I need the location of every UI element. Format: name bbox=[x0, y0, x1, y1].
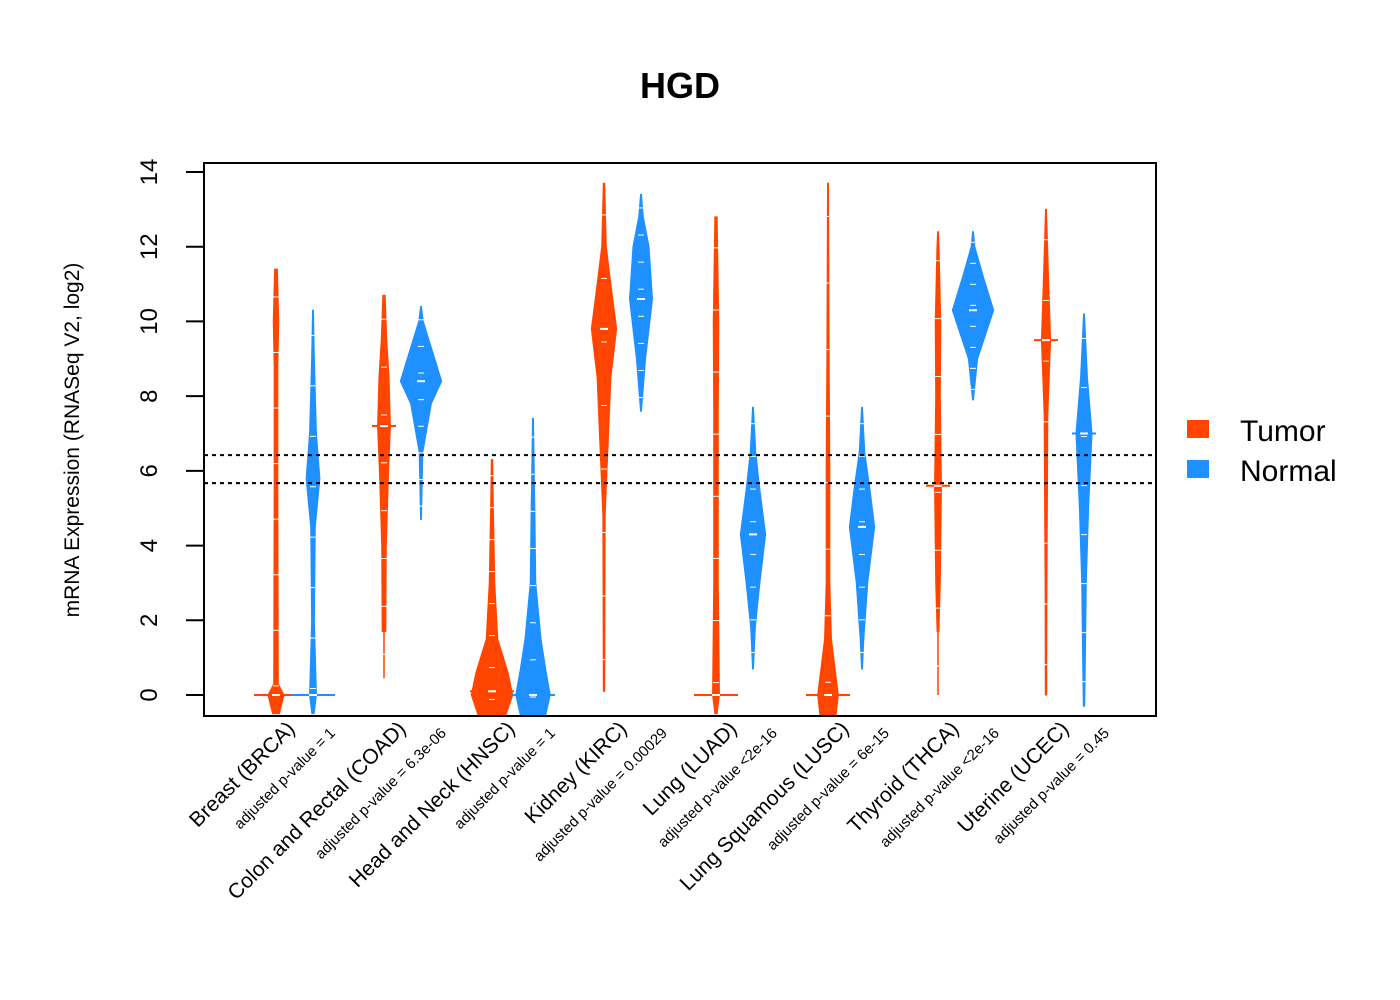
violin-body bbox=[712, 216, 720, 715]
violin-body bbox=[951, 231, 995, 401]
violin-normal-2 bbox=[511, 418, 555, 716]
violin-tumor-5 bbox=[806, 182, 850, 716]
y-tick-label: 6 bbox=[136, 464, 163, 477]
violin-body bbox=[590, 182, 618, 692]
violin-tumor-6 bbox=[926, 231, 950, 695]
y-tick-label: 4 bbox=[136, 539, 163, 552]
violin-tumor-2 bbox=[470, 459, 514, 716]
violin-tumor-3 bbox=[590, 182, 618, 692]
violin-body bbox=[848, 406, 876, 670]
violin-normal-0 bbox=[291, 309, 335, 715]
violin-body bbox=[267, 268, 285, 715]
legend-label-tumor: Tumor bbox=[1240, 415, 1326, 448]
y-tick-label: 10 bbox=[136, 308, 163, 335]
legend-swatch-tumor bbox=[1187, 420, 1209, 438]
violin-body bbox=[1075, 313, 1093, 707]
legend-label-normal: Normal bbox=[1240, 455, 1337, 488]
y-tick-label: 2 bbox=[136, 614, 163, 627]
violin-body bbox=[305, 309, 321, 715]
y-tick-label: 8 bbox=[136, 389, 163, 402]
violin-normal-1 bbox=[399, 305, 443, 520]
violin-normal-7 bbox=[1072, 313, 1096, 707]
violin-normal-3 bbox=[628, 193, 654, 412]
violin-tumor-7 bbox=[1034, 208, 1058, 696]
violin-normal-6 bbox=[951, 231, 995, 401]
violin-body bbox=[1040, 208, 1052, 696]
reference-lines bbox=[204, 454, 1156, 485]
violin-body bbox=[515, 418, 551, 716]
violin-tumor-1 bbox=[372, 294, 396, 679]
violins-group bbox=[254, 182, 1096, 716]
violin-body bbox=[470, 459, 514, 716]
violin-body bbox=[934, 231, 942, 632]
violin-body bbox=[628, 193, 654, 412]
violin-normal-5 bbox=[848, 406, 876, 670]
y-axis: 0 2 4 6 8 10 12 14 bbox=[136, 159, 205, 702]
legend-swatch-normal bbox=[1187, 460, 1209, 478]
violin-tumor-4 bbox=[694, 216, 738, 715]
y-tick-label: 14 bbox=[136, 159, 163, 186]
violin-tumor-0 bbox=[254, 268, 298, 715]
y-tick-label: 12 bbox=[136, 233, 163, 260]
legend: Tumor Normal bbox=[1187, 415, 1337, 488]
chart-title: HGD bbox=[640, 65, 720, 106]
y-tick-label: 0 bbox=[136, 688, 163, 701]
violin-body bbox=[377, 294, 391, 632]
y-axis-label: mRNA Expression (RNASeq V2, log2) bbox=[61, 263, 84, 618]
plot-frame bbox=[203, 162, 1157, 717]
violin-body bbox=[817, 182, 839, 716]
violin-body bbox=[739, 406, 767, 670]
violin-body bbox=[399, 305, 443, 520]
violin-normal-4 bbox=[739, 406, 767, 670]
